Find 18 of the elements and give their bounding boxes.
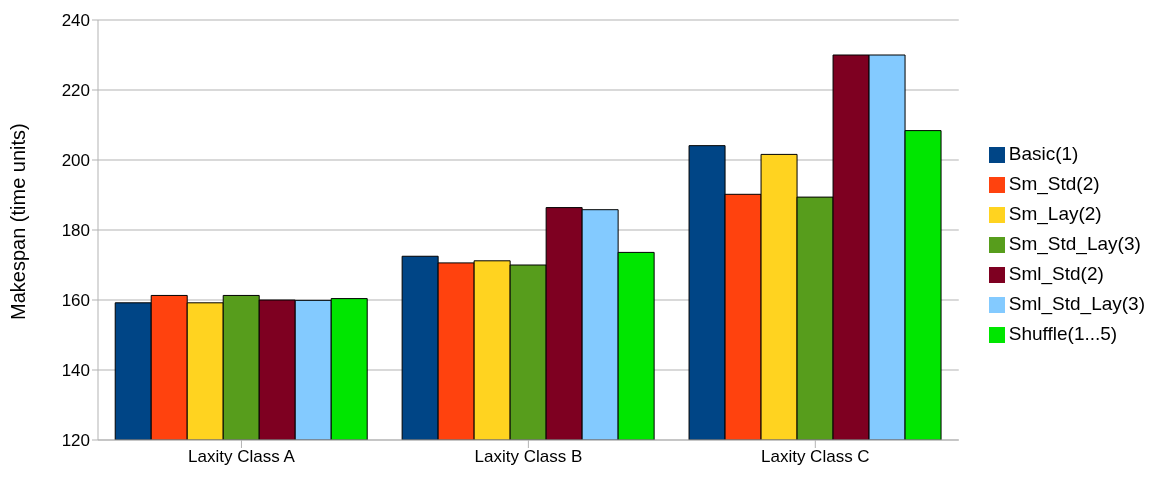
x-tick-label: Laxity Class A: [188, 447, 296, 467]
y-tick-label: 140: [61, 361, 90, 381]
legend-label: Sm_Lay(2): [1008, 203, 1102, 224]
legend-label: Basic(1): [1008, 143, 1079, 164]
y-tick-label: 200: [61, 151, 90, 171]
x-tick-label: Laxity Class C: [760, 447, 870, 467]
y-tick-label: 240: [61, 11, 90, 31]
y-axis-title: Makespan (time units): [7, 123, 30, 320]
y-tick-label: 120: [61, 431, 90, 451]
legend-label: Shuffle(1...5): [1008, 323, 1118, 344]
legend-label: Sm_Std(2): [1008, 173, 1100, 194]
legend-label: Sml_Std_Lay(3): [1008, 293, 1145, 314]
y-tick-label: 180: [61, 221, 90, 241]
legend-label: Sml_Std(2): [1008, 263, 1104, 284]
legend-label: Sm_Std_Lay(3): [1008, 233, 1141, 254]
x-tick-label: Laxity Class B: [474, 447, 583, 467]
y-tick-label: 160: [61, 291, 90, 311]
y-tick-label: 220: [61, 81, 90, 101]
